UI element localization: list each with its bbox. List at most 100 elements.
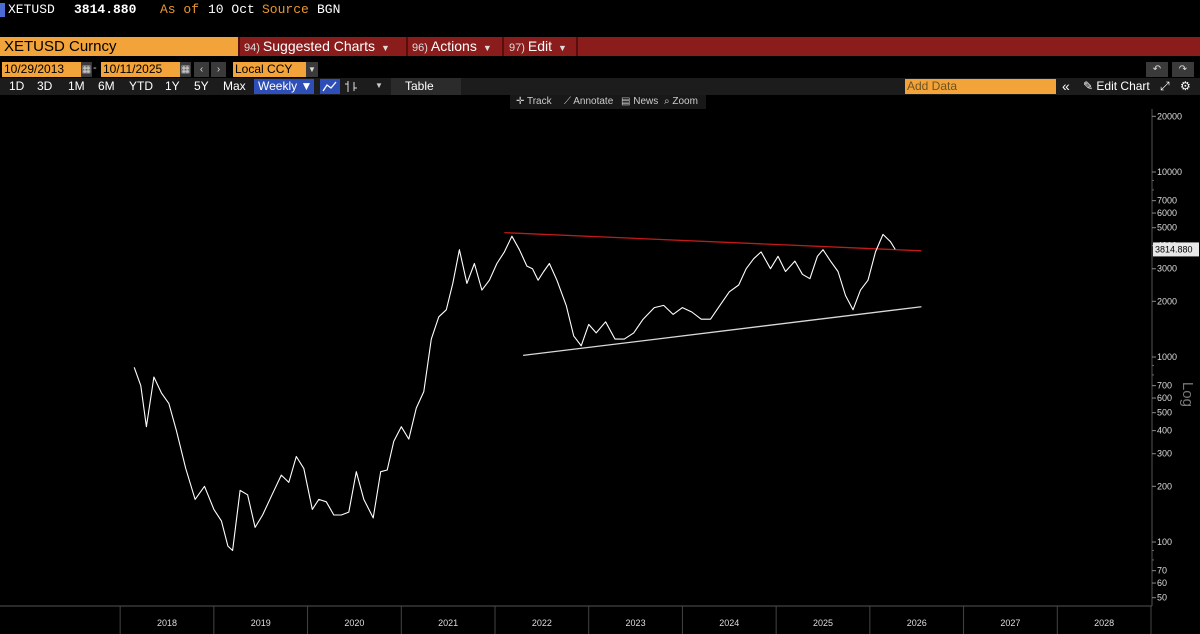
next-period-icon[interactable]: ›	[211, 62, 226, 77]
y-tick-label: 7000	[1157, 196, 1177, 206]
menu-divider	[238, 37, 240, 56]
source-label: Source	[262, 2, 309, 17]
menu-divider	[406, 37, 408, 56]
annotate-tool[interactable]: ⟋ Annotate	[564, 95, 613, 109]
news-label: News	[633, 96, 659, 107]
redo-icon[interactable]: ↷	[1172, 62, 1194, 77]
price-series-line	[133, 233, 896, 552]
security-field[interactable]: XETUSD Curncy	[0, 37, 238, 56]
track-tool[interactable]: ✛ Track	[516, 95, 552, 109]
pencil-icon: ✎	[1083, 79, 1094, 93]
x-axis: 2018 2019 2020 2021 2022 2023 2024 2025 2026 2027…	[0, 605, 1152, 634]
period-1m[interactable]: 1M	[68, 79, 85, 93]
y-tick-label: 20000	[1157, 111, 1182, 121]
actions-num: 96)	[412, 42, 428, 54]
edit-num: 97)	[509, 42, 525, 54]
y-tick-label: 500	[1157, 408, 1172, 418]
x-tick-label: 2019	[251, 618, 271, 628]
support-trendline	[523, 306, 922, 357]
line-chart-icon[interactable]	[320, 79, 340, 94]
calendar-icon[interactable]: ▦	[81, 62, 92, 77]
ticker-marker	[0, 3, 5, 17]
edit-chart-button[interactable]: ✎ Edit Chart	[1083, 78, 1150, 95]
x-tick-label: 2021	[438, 618, 458, 628]
y-tick-label: 10000	[1157, 167, 1182, 177]
suggested-charts-menu[interactable]: 94) Suggested Charts ▼	[244, 37, 390, 56]
chevron-down-icon[interactable]: ▼	[375, 81, 383, 90]
period-5y[interactable]: 5Y	[194, 79, 209, 93]
ticker-header: XETUSD 3814.880 As of 10 Oct Source BGN	[0, 0, 1200, 20]
last-value-tag	[1153, 242, 1199, 257]
undo-icon[interactable]: ↶	[1146, 62, 1168, 77]
settings-icon[interactable]: ⚙	[1180, 79, 1191, 93]
currency-select[interactable]: Local CCY ▼	[233, 62, 318, 77]
y-tick-label: 200	[1157, 481, 1172, 491]
news-icon: ▤	[621, 96, 634, 107]
resistance-trendline	[504, 232, 922, 252]
zoom-label: Zoom	[672, 96, 698, 107]
start-date-input[interactable]: 10/29/2013	[2, 62, 81, 77]
table-button-label: Table	[405, 79, 434, 93]
price-chart[interactable]: 2000010000700060005000400030002000100070…	[0, 109, 1200, 634]
edit-chart-label: Edit Chart	[1096, 79, 1150, 93]
expand-icon[interactable]: ⤢	[1160, 79, 1170, 93]
x-tick-label: 2025	[813, 618, 833, 628]
menu-bar	[0, 37, 1200, 56]
x-tick-label: 2023	[626, 618, 646, 628]
table-button[interactable]	[391, 78, 461, 95]
magnifier-icon: ⌕	[664, 96, 673, 107]
period-1y[interactable]: 1Y	[165, 79, 180, 93]
y-axis-label: Log	[1179, 382, 1196, 407]
y-tick-label: 100	[1157, 537, 1172, 547]
prev-period-icon[interactable]: ‹	[194, 62, 209, 77]
suggested-charts-label: Suggested Charts	[262, 38, 375, 54]
x-tick-label: 2024	[719, 618, 739, 628]
y-tick-label: 1000	[1157, 352, 1177, 362]
y-axis: 2000010000700060005000400030002000100070…	[1151, 109, 1199, 606]
news-tool[interactable]: ▤ News	[621, 95, 658, 109]
as-of-label: As of	[160, 2, 200, 17]
candlestick-icon[interactable]	[343, 79, 361, 94]
y-tick-label: 5000	[1157, 223, 1177, 233]
annotate-label: Annotate	[573, 96, 614, 107]
frequency-select[interactable]: Weekly ▼	[254, 79, 314, 94]
period-ytd[interactable]: YTD	[129, 79, 153, 93]
actions-label: Actions	[430, 38, 477, 54]
x-tick-label: 2026	[907, 618, 927, 628]
ticker-symbol: XETUSD	[8, 2, 55, 17]
menu-divider	[502, 37, 504, 56]
y-tick-label: 400	[1157, 426, 1172, 436]
currency-value: Local CCY	[235, 62, 293, 76]
zoom-tool[interactable]: ⌕ Zoom	[664, 95, 698, 109]
y-tick-label: 300	[1157, 449, 1172, 459]
x-tick-label: 2018	[157, 618, 177, 628]
period-3d[interactable]: 3D	[37, 79, 53, 93]
period-1d[interactable]: 1D	[9, 79, 25, 93]
last-value-label: 3814.880	[1155, 244, 1193, 254]
actions-menu[interactable]: 96) Actions ▼	[412, 37, 492, 56]
collapse-icon[interactable]: «	[1062, 78, 1070, 94]
calendar-icon[interactable]: ▦	[180, 62, 191, 77]
line-draw-icon: ⟋	[564, 96, 574, 107]
x-tick-label: 2020	[344, 618, 364, 628]
track-label: Track	[526, 96, 552, 107]
source-value: BGN	[317, 2, 341, 17]
y-tick-label: 50	[1157, 593, 1167, 603]
y-tick-label: 6000	[1157, 208, 1177, 218]
period-6m[interactable]: 6M	[98, 79, 115, 93]
period-max[interactable]: Max	[223, 79, 246, 93]
add-data-input[interactable]: Add Data	[905, 79, 1056, 94]
end-date-input[interactable]: 10/11/2025	[101, 62, 180, 77]
date-range-dash: -	[93, 62, 97, 74]
suggested-charts-num: 94)	[244, 42, 260, 54]
x-tick-label: 2022	[532, 618, 552, 628]
plot-area	[133, 232, 922, 552]
menu-divider	[576, 37, 578, 56]
y-tick-label: 60	[1157, 578, 1167, 588]
edit-menu[interactable]: 97) Edit ▼	[509, 37, 567, 56]
crosshair-icon: ✛	[516, 96, 527, 107]
chevron-down-icon: ▼	[482, 43, 492, 53]
x-tick-label: 2028	[1094, 618, 1114, 628]
y-tick-label: 70	[1157, 566, 1167, 576]
y-tick-label: 2000	[1157, 296, 1177, 306]
